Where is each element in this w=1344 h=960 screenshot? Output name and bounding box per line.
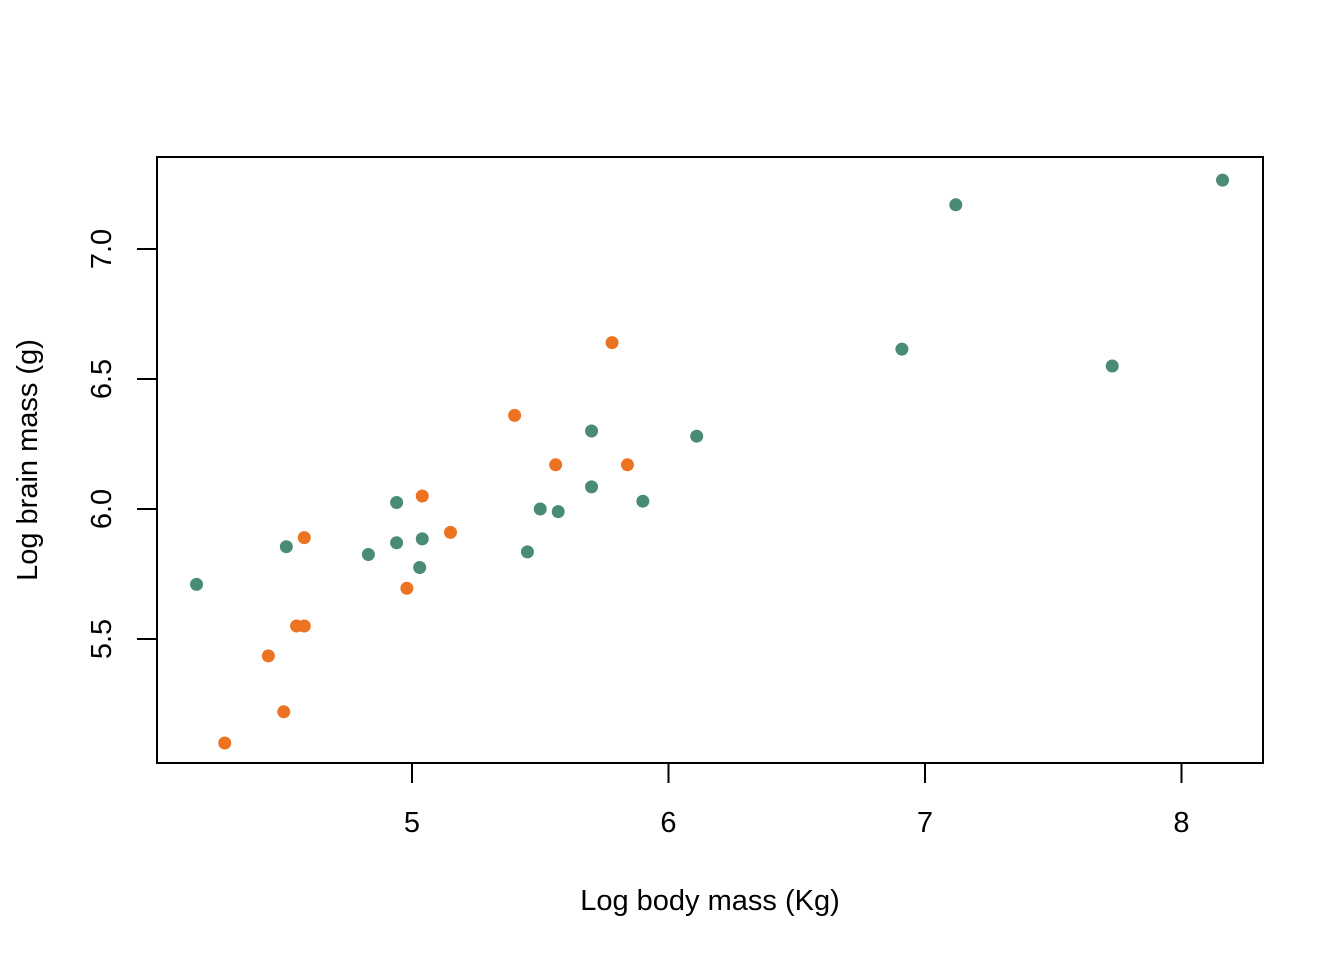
plot-frame: [156, 156, 1264, 764]
data-point: [690, 429, 704, 443]
data-point: [1216, 173, 1230, 187]
data-point: [190, 577, 204, 591]
data-point: [361, 548, 375, 561]
data-point: [390, 536, 404, 550]
data-point: [636, 494, 650, 508]
data-point: [895, 342, 909, 356]
data-point: [390, 496, 404, 509]
data-point: [585, 424, 599, 438]
data-point: [279, 540, 293, 554]
x-tick-label: 6: [660, 807, 676, 839]
data-point: [551, 505, 565, 519]
data-point: [549, 458, 563, 472]
x-tick-label: 5: [404, 807, 420, 839]
data-point: [261, 649, 275, 663]
data-point: [415, 532, 429, 546]
data-point: [605, 336, 619, 350]
y-axis-label: Log brain mass (g): [12, 339, 44, 581]
y-tick-label: 5.5: [86, 619, 118, 659]
y-tick-label: 6.0: [86, 489, 118, 529]
y-axis: 5.5 6.0 6.5 7.0: [86, 229, 157, 659]
x-tick-label: 8: [1173, 807, 1189, 839]
data-point: [297, 619, 311, 633]
data-point: [400, 581, 414, 595]
data-point: [413, 561, 427, 574]
data-point: [218, 736, 232, 750]
data-point: [297, 531, 311, 545]
data-point: [949, 198, 963, 212]
data-point: [415, 489, 429, 503]
y-tick-label: 7.0: [86, 229, 118, 269]
data-point: [520, 545, 534, 559]
data-points: [190, 173, 1230, 750]
data-point: [533, 502, 547, 516]
data-point: [508, 408, 522, 422]
data-point: [1105, 359, 1119, 373]
x-axis: 5 6 7 8: [404, 763, 1190, 839]
x-axis-label: Log body mass (Kg): [580, 885, 840, 917]
data-point: [585, 480, 599, 494]
data-point: [620, 458, 634, 472]
data-point: [443, 525, 457, 539]
x-tick-label: 7: [917, 807, 933, 839]
y-tick-label: 6.5: [86, 359, 118, 399]
data-point: [277, 705, 291, 719]
